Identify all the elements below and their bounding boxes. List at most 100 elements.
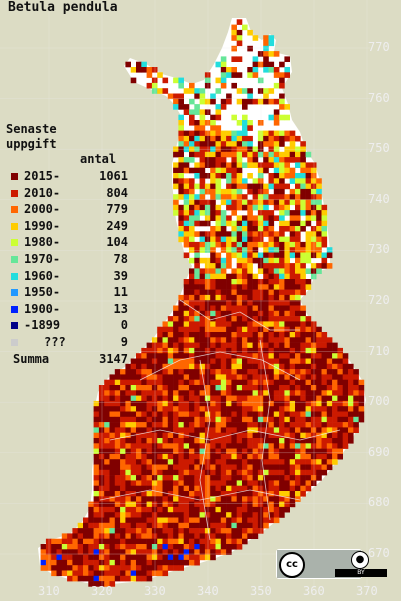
record-cell [151, 538, 158, 545]
record-cell [141, 422, 147, 428]
record-cell [231, 506, 237, 513]
record-cell [120, 374, 126, 380]
record-cell [215, 284, 222, 290]
record-cell [146, 459, 153, 465]
record-cell [194, 300, 200, 306]
record-cell [210, 114, 216, 121]
record-cell [130, 443, 137, 449]
record-cell [273, 358, 280, 365]
record-cell [268, 390, 275, 396]
record-cell [125, 565, 131, 571]
record-cell [215, 448, 222, 455]
record-cell [252, 316, 259, 322]
record-cell [268, 316, 275, 322]
record-cell [167, 400, 174, 407]
record-cell [130, 374, 137, 380]
record-cell [114, 501, 121, 508]
record-cell [268, 151, 275, 158]
record-cell [215, 173, 222, 179]
record-cell [279, 241, 285, 248]
record-cell [247, 72, 253, 78]
record-cell [178, 162, 184, 168]
record-cell [146, 554, 153, 561]
record-cell [220, 475, 227, 481]
record-cell [295, 284, 301, 290]
record-cell [114, 411, 121, 418]
record-cell [342, 369, 349, 375]
record-cell [220, 56, 227, 62]
record-cell [173, 204, 179, 211]
record-cell [273, 369, 280, 375]
record-cell [98, 501, 105, 508]
record-cell [295, 252, 301, 259]
record-cell [332, 342, 338, 349]
record-cell [114, 390, 121, 396]
record-cell [157, 390, 163, 396]
record-cell [342, 438, 349, 444]
record-cell [236, 395, 243, 402]
record-cell [130, 411, 137, 418]
record-cell [289, 284, 296, 290]
record-cell [194, 522, 200, 529]
record-cell [332, 459, 338, 465]
record-cell [279, 61, 285, 68]
record-cell [242, 300, 248, 306]
record-cell [321, 379, 328, 386]
record-cell [146, 422, 153, 428]
record-cell [305, 215, 312, 221]
record-cell [183, 496, 190, 502]
record-cell [263, 337, 269, 343]
record-cell [226, 475, 232, 481]
record-cell [284, 263, 290, 269]
record-cell [337, 448, 343, 455]
record-cell [289, 178, 296, 184]
record-cell [88, 528, 94, 534]
record-cell [189, 300, 195, 306]
record-cell [204, 464, 211, 471]
record-cell [295, 247, 301, 253]
record-cell [125, 464, 131, 471]
record-cell [162, 464, 169, 471]
record-cell [210, 538, 216, 545]
record-cell [183, 469, 190, 476]
record-cell [231, 300, 237, 306]
record-cell [295, 178, 301, 184]
record-cell [289, 501, 296, 508]
record-cell [194, 279, 200, 285]
record-cell [295, 326, 301, 333]
record-cell [220, 130, 227, 137]
record-cell [305, 194, 312, 200]
record-cell [284, 316, 290, 322]
record-cell [210, 279, 216, 285]
record-cell [183, 528, 190, 534]
record-cell [194, 294, 200, 301]
record-cell [257, 257, 264, 264]
record-cell [268, 194, 275, 200]
record-cell [257, 475, 264, 481]
record-cell [353, 427, 359, 433]
legend-count: 249 [106, 218, 128, 233]
record-cell [157, 475, 163, 481]
record-cell [136, 369, 142, 375]
record-cell [167, 395, 174, 402]
record-cell [125, 485, 131, 492]
record-cell [204, 347, 211, 354]
record-cell [183, 453, 190, 460]
record-cell [273, 353, 280, 359]
record-cell [226, 252, 232, 259]
record-cell [151, 522, 158, 529]
record-cell [83, 554, 89, 561]
record-cell [236, 305, 243, 312]
record-cell [252, 241, 259, 248]
record-cell [300, 379, 306, 386]
record-cell [305, 210, 312, 216]
record-cell [310, 263, 317, 269]
record-cell [273, 406, 280, 412]
record-cell [247, 443, 253, 449]
record-cell [204, 231, 211, 237]
record-cell [199, 453, 206, 460]
record-cell [242, 411, 248, 418]
record-cell [257, 199, 264, 206]
record-cell [332, 416, 338, 423]
record-cell [300, 199, 306, 206]
